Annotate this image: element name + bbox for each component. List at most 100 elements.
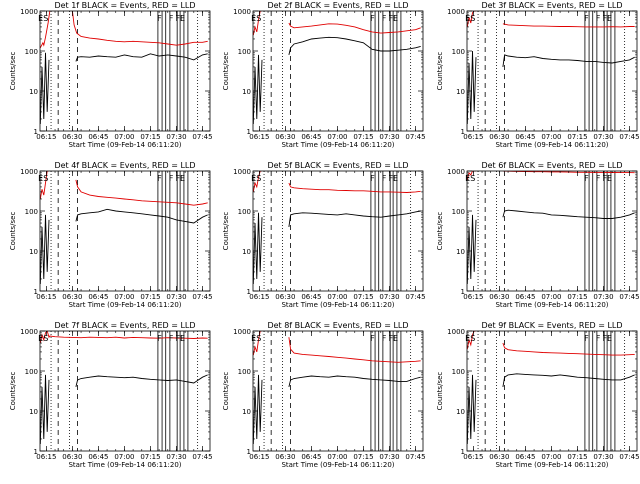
event-marker-label: FE [175, 14, 185, 23]
x-tick-label: 06:45 [88, 293, 108, 301]
y-tick-label: 10 [242, 408, 251, 416]
y-tick-label: 10 [456, 408, 465, 416]
chart-panel-5: Det 5f BLACK = Events, RED = LLD 1 10 100 10… [222, 161, 426, 309]
x-tick-label: 07:00 [327, 293, 347, 301]
chart-title: Det 5f BLACK = Events, RED = LLD [267, 161, 408, 170]
chart-panel-9: Det 9f BLACK = Events, RED = LLD 1 10 100 10… [436, 321, 640, 469]
x-tick-label: 06:15 [249, 453, 269, 461]
x-tick-label: 07:45 [405, 293, 425, 301]
event-marker-label: F [157, 174, 162, 183]
series-line-events [253, 36, 421, 125]
event-marker-label: ES [251, 174, 261, 183]
y-tick-label: 10 [242, 248, 251, 256]
event-marker-label: F [169, 14, 174, 23]
y-tick-label: 100 [25, 48, 38, 56]
plot-frame [39, 10, 211, 132]
chart-panel-6: Det 6f BLACK = Events, RED = LLD 1 10 100 10… [436, 161, 640, 309]
x-tick-label: 07:30 [379, 293, 399, 301]
event-marker-label: ES [38, 14, 48, 23]
x-axis-label: Start Time (09-Feb-14 06:11:20) [68, 461, 181, 469]
x-tick-label: 06:15 [463, 293, 483, 301]
chart-panel-2: Det 2f BLACK = Events, RED = LLD 1 10 100 10… [222, 1, 426, 149]
x-tick-label: 07:30 [166, 293, 186, 301]
x-tick-label: 06:15 [249, 133, 269, 141]
chart-title: Det 8f BLACK = Events, RED = LLD [267, 321, 408, 330]
y-tick-label: 1000 [20, 168, 38, 176]
event-lines [477, 171, 626, 291]
event-lines [263, 331, 412, 451]
x-tick-label: 07:00 [114, 453, 134, 461]
x-axis-label: Start Time (09-Feb-14 06:11:20) [495, 461, 608, 469]
x-tick-label: 07:45 [192, 293, 212, 301]
x-tick-label: 06:30 [489, 453, 509, 461]
y-tick-label: 1000 [20, 328, 38, 336]
y-axis-label: Counts/sec [9, 52, 17, 91]
x-tick-label: 07:00 [541, 133, 561, 141]
y-axis-label: Counts/sec [436, 52, 444, 91]
y-tick-label: 10 [456, 248, 465, 256]
series-line-events [467, 373, 635, 445]
y-tick-label: 100 [25, 368, 38, 376]
y-tick-label: 100 [238, 368, 251, 376]
y-tick-label: 100 [452, 208, 465, 216]
x-tick-label: 07:45 [405, 453, 425, 461]
plot-frame [39, 330, 211, 452]
x-tick-label: 07:45 [619, 133, 639, 141]
x-tick-label: 07:30 [593, 293, 613, 301]
x-tick-label: 07:30 [593, 453, 613, 461]
chart-panel-7: Det 7f BLACK = Events, RED = LLD 1 10 100 10… [9, 321, 213, 469]
x-axis-label: Start Time (09-Feb-14 06:11:20) [281, 141, 394, 149]
x-tick-label: 06:15 [36, 133, 56, 141]
event-lines [263, 171, 412, 291]
series-line-lld [40, 171, 208, 206]
x-tick-label: 06:15 [36, 453, 56, 461]
y-tick-label: 1000 [233, 328, 251, 336]
plot-frame [252, 170, 424, 292]
series-line-events [40, 52, 208, 125]
plot-frame [252, 10, 424, 132]
series-line-lld [253, 11, 421, 36]
event-marker-label: ES [465, 334, 475, 343]
y-tick-label: 1 [461, 448, 465, 456]
series-line-lld [253, 331, 421, 363]
x-tick-label: 06:15 [36, 293, 56, 301]
x-tick-label: 06:45 [88, 133, 108, 141]
y-axis-label: Counts/sec [9, 372, 17, 411]
x-tick-label: 07:00 [114, 133, 134, 141]
event-marker-label: FE [388, 174, 398, 183]
x-tick-label: 07:30 [379, 453, 399, 461]
event-lines [477, 11, 626, 131]
y-tick-label: 1000 [233, 8, 251, 16]
plot-frame [252, 330, 424, 452]
y-tick-label: 1 [34, 448, 38, 456]
series-line-events [253, 210, 421, 285]
x-tick-label: 07:15 [567, 133, 587, 141]
y-axis-label: Counts/sec [9, 212, 17, 251]
event-marker-label: FE [388, 14, 398, 23]
y-tick-label: 1000 [20, 8, 38, 16]
x-tick-label: 06:45 [301, 453, 321, 461]
x-tick-label: 06:30 [275, 293, 295, 301]
y-tick-label: 1 [34, 288, 38, 296]
x-tick-label: 07:45 [619, 293, 639, 301]
y-axis-label: Counts/sec [222, 212, 230, 251]
chart-panel-1: Det 1f BLACK = Events, RED = LLD 1 10 100 10… [9, 1, 213, 149]
x-tick-label: 06:30 [62, 133, 82, 141]
x-tick-label: 06:30 [489, 293, 509, 301]
chart-panel-3: Det 3f BLACK = Events, RED = LLD 1 10 100 10… [436, 1, 640, 149]
chart-title: Det 9f BLACK = Events, RED = LLD [481, 321, 622, 330]
y-axis-label: Counts/sec [436, 372, 444, 411]
event-marker-label: F [584, 174, 589, 183]
y-tick-label: 100 [25, 208, 38, 216]
x-tick-label: 06:15 [249, 293, 269, 301]
plot-frame [39, 170, 211, 292]
event-marker-label: F [596, 334, 601, 343]
x-tick-label: 06:30 [489, 133, 509, 141]
x-tick-label: 07:45 [405, 133, 425, 141]
y-tick-label: 100 [238, 208, 251, 216]
chart-title: Det 1f BLACK = Events, RED = LLD [54, 1, 195, 10]
x-tick-label: 06:45 [515, 133, 535, 141]
event-marker-label: FE [388, 334, 398, 343]
